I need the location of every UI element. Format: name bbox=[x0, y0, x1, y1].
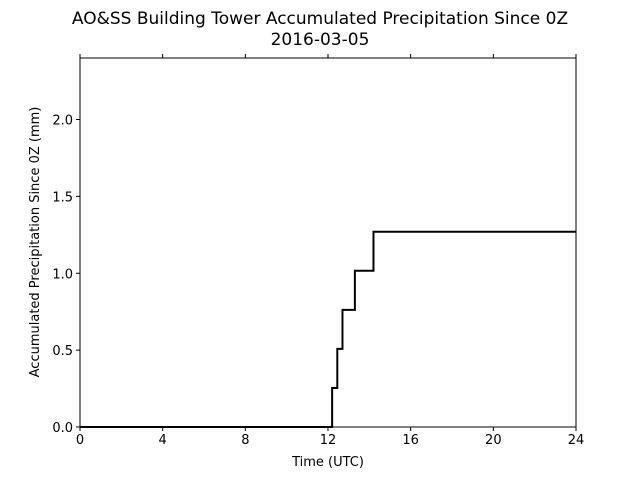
chart-title: AO&SS Building Tower Accumulated Precipi… bbox=[72, 9, 568, 29]
x-axis-label: Time (UTC) bbox=[291, 455, 364, 470]
y-axis-label: Accumulated Precipitation Since 0Z (mm) bbox=[28, 107, 43, 378]
plot-area: 0 4 8 12 16 20 24 0.0 0.5 1.0 1.5 2.0 bbox=[52, 54, 584, 448]
y-tick-label-2: 1.0 bbox=[52, 267, 73, 282]
x-tick-label-5: 20 bbox=[485, 433, 502, 448]
x-tick-label-3: 12 bbox=[320, 433, 337, 448]
plot-frame bbox=[79, 57, 577, 428]
x-tick-label-4: 16 bbox=[402, 433, 419, 448]
y-tick-label-1: 0.5 bbox=[52, 344, 73, 359]
y-tick-label-4: 2.0 bbox=[52, 114, 73, 129]
y-tick-label-3: 1.5 bbox=[52, 190, 73, 205]
chart-subtitle: 2016-03-05 bbox=[271, 30, 370, 50]
x-tick-label-6: 24 bbox=[568, 433, 585, 448]
y-tick-label-0: 0.0 bbox=[52, 421, 73, 436]
x-tick-label-1: 4 bbox=[159, 433, 167, 448]
series-line-0 bbox=[80, 230, 576, 428]
x-tick-label-2: 8 bbox=[241, 433, 249, 448]
x-tick-label-0: 0 bbox=[76, 433, 84, 448]
